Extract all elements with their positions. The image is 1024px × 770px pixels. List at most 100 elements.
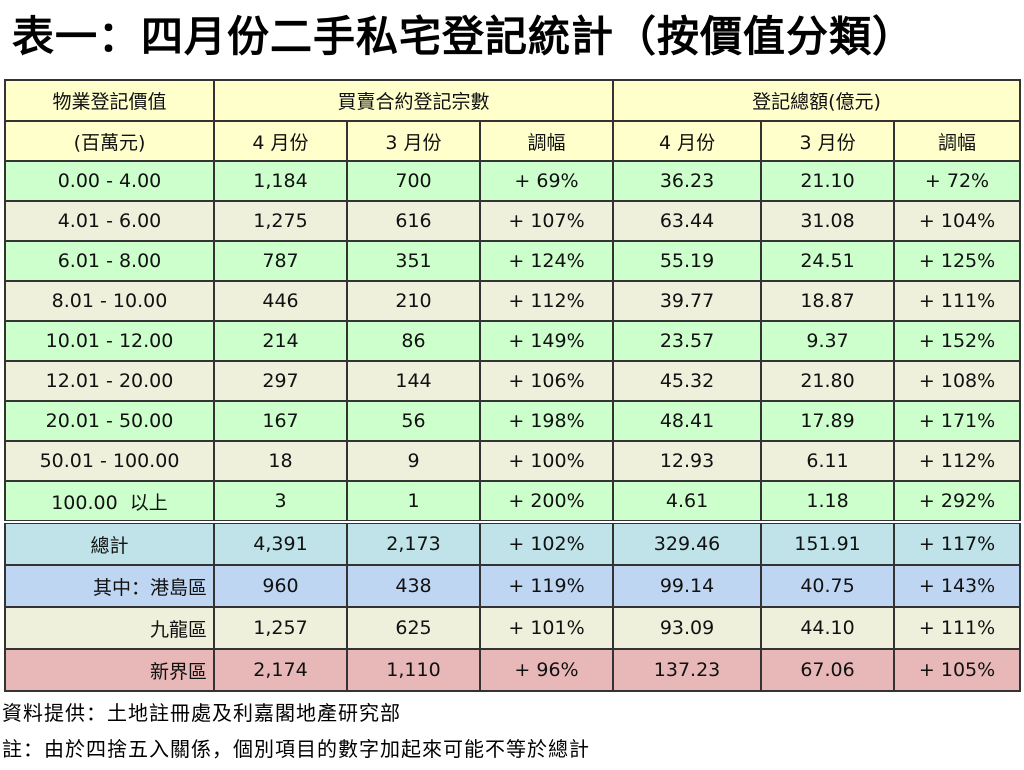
- kowloon-row: 九龍區 1,257 625 + 101% 93.09 44.10 + 111%: [4, 606, 1022, 650]
- total-label: 總計: [4, 520, 215, 566]
- hk-island-row: 其中：港島區 960 438 + 119% 99.14 40.75 + 143%: [4, 564, 1022, 608]
- table-row: 50.01 - 100.00 18 9 + 100% 12.93 6.11 + …: [4, 440, 1022, 482]
- amount-april: 36.23: [612, 160, 763, 202]
- value-range: 4.01 - 6.00: [4, 200, 215, 242]
- count-march: 616: [346, 200, 481, 242]
- count-group-header: 買賣合約登記宗數: [212, 79, 615, 122]
- count-change: + 198%: [478, 400, 615, 442]
- count-change: + 106%: [478, 360, 615, 402]
- amount-change: + 117%: [893, 520, 1022, 566]
- amount-change: + 111%: [893, 280, 1022, 322]
- count-march: 1: [346, 480, 481, 523]
- count-march: 351: [346, 240, 481, 282]
- amount-change: + 104%: [893, 200, 1022, 242]
- count-march: 144: [346, 360, 481, 402]
- amount-march: 40.75: [760, 564, 896, 608]
- table-row: 0.00 - 4.00 1,184 700 + 69% 36.23 21.10 …: [4, 160, 1022, 202]
- value-range: 100.00 以上: [4, 480, 215, 523]
- count-change: + 112%: [478, 280, 615, 322]
- value-range: 6.01 - 8.00: [4, 240, 215, 282]
- count-change: + 124%: [478, 240, 615, 282]
- count-april: 446: [213, 280, 348, 322]
- amount-change-header: 調幅: [893, 120, 1022, 162]
- count-change: + 69%: [478, 160, 615, 202]
- amount-march: 21.10: [760, 160, 896, 202]
- amount-change: + 108%: [893, 360, 1022, 402]
- amount-april: 55.19: [612, 240, 763, 282]
- value-range: 10.01 - 12.00: [4, 320, 215, 362]
- amount-change: + 171%: [893, 400, 1022, 442]
- amount-april: 137.23: [612, 648, 763, 692]
- count-april: 3: [213, 480, 348, 523]
- count-april: 2,174: [213, 648, 348, 692]
- count-march: 700: [346, 160, 481, 202]
- count-change-header: 調幅: [478, 120, 615, 162]
- value-range: 50.01 - 100.00: [4, 440, 215, 482]
- count-april: 214: [213, 320, 348, 362]
- amount-march: 44.10: [760, 606, 896, 650]
- count-march: 438: [346, 564, 481, 608]
- count-april: 167: [213, 400, 348, 442]
- count-april: 1,275: [213, 200, 348, 242]
- amount-march: 1.18: [760, 480, 896, 523]
- table-row: 8.01 - 10.00 446 210 + 112% 39.77 18.87 …: [4, 280, 1022, 322]
- count-april: 297: [213, 360, 348, 402]
- amount-march: 151.91: [760, 520, 896, 566]
- amount-group-header: 登記總額(億元): [612, 79, 1022, 122]
- amount-march: 6.11: [760, 440, 896, 482]
- count-april: 787: [213, 240, 348, 282]
- count-change: + 107%: [478, 200, 615, 242]
- amount-april: 329.46: [612, 520, 763, 566]
- value-column-header: 物業登記價值: [4, 79, 215, 122]
- amount-april-header: 4 月份: [612, 120, 763, 162]
- amount-march: 9.37: [760, 320, 896, 362]
- count-change: + 149%: [478, 320, 615, 362]
- amount-march: 24.51: [760, 240, 896, 282]
- amount-april: 23.57: [612, 320, 763, 362]
- amount-april: 93.09: [612, 606, 763, 650]
- count-change: + 101%: [478, 606, 615, 650]
- count-march: 86: [346, 320, 481, 362]
- amount-march: 67.06: [760, 648, 896, 692]
- count-change: + 96%: [478, 648, 615, 692]
- amount-march: 21.80: [760, 360, 896, 402]
- value-range: 20.01 - 50.00: [4, 400, 215, 442]
- table-row: 4.01 - 6.00 1,275 616 + 107% 63.44 31.08…: [4, 200, 1022, 242]
- source-note: 資料提供：土地註冊處及利嘉閣地產研究部: [2, 701, 401, 725]
- value-range: 8.01 - 10.00: [4, 280, 215, 322]
- district-label: 九龍區: [4, 606, 215, 650]
- count-april: 1,257: [213, 606, 348, 650]
- table-row: 10.01 - 12.00 214 86 + 149% 23.57 9.37 +…: [4, 320, 1022, 362]
- count-march-header: 3 月份: [346, 120, 481, 162]
- amount-april: 12.93: [612, 440, 763, 482]
- value-unit-header: (百萬元): [4, 120, 215, 162]
- amount-april: 39.77: [612, 280, 763, 322]
- amount-change: + 292%: [893, 480, 1022, 523]
- amount-march: 18.87: [760, 280, 896, 322]
- amount-change: + 112%: [893, 440, 1022, 482]
- table-row: 20.01 - 50.00 167 56 + 198% 48.41 17.89 …: [4, 400, 1022, 442]
- table-row: 12.01 - 20.00 297 144 + 106% 45.32 21.80…: [4, 360, 1022, 402]
- total-row: 總計 4,391 2,173 + 102% 329.46 151.91 + 11…: [4, 520, 1022, 566]
- value-range: 0.00 - 4.00: [4, 160, 215, 202]
- amount-april: 45.32: [612, 360, 763, 402]
- amount-april: 4.61: [612, 480, 763, 523]
- count-march: 1,110: [346, 648, 481, 692]
- amount-change: + 111%: [893, 606, 1022, 650]
- count-change: + 200%: [478, 480, 615, 523]
- header-row-2: (百萬元) 4 月份 3 月份 調幅 4 月份 3 月份 調幅: [4, 120, 1022, 162]
- amount-change: + 125%: [893, 240, 1022, 282]
- table-row: 6.01 - 8.00 787 351 + 124% 55.19 24.51 +…: [4, 240, 1022, 282]
- count-march: 2,173: [346, 520, 481, 566]
- count-change: + 102%: [478, 520, 615, 566]
- value-range: 12.01 - 20.00: [4, 360, 215, 402]
- amount-march-header: 3 月份: [760, 120, 896, 162]
- district-label: 新界區: [4, 648, 215, 692]
- count-april: 1,184: [213, 160, 348, 202]
- count-march: 210: [346, 280, 481, 322]
- amount-change: + 72%: [893, 160, 1022, 202]
- count-april: 4,391: [213, 520, 348, 566]
- header-row-1: 物業登記價值 買賣合約登記宗數 登記總額(億元): [4, 79, 1022, 122]
- amount-april: 63.44: [612, 200, 763, 242]
- table-row: 100.00 以上 3 1 + 200% 4.61 1.18 + 292%: [4, 480, 1022, 523]
